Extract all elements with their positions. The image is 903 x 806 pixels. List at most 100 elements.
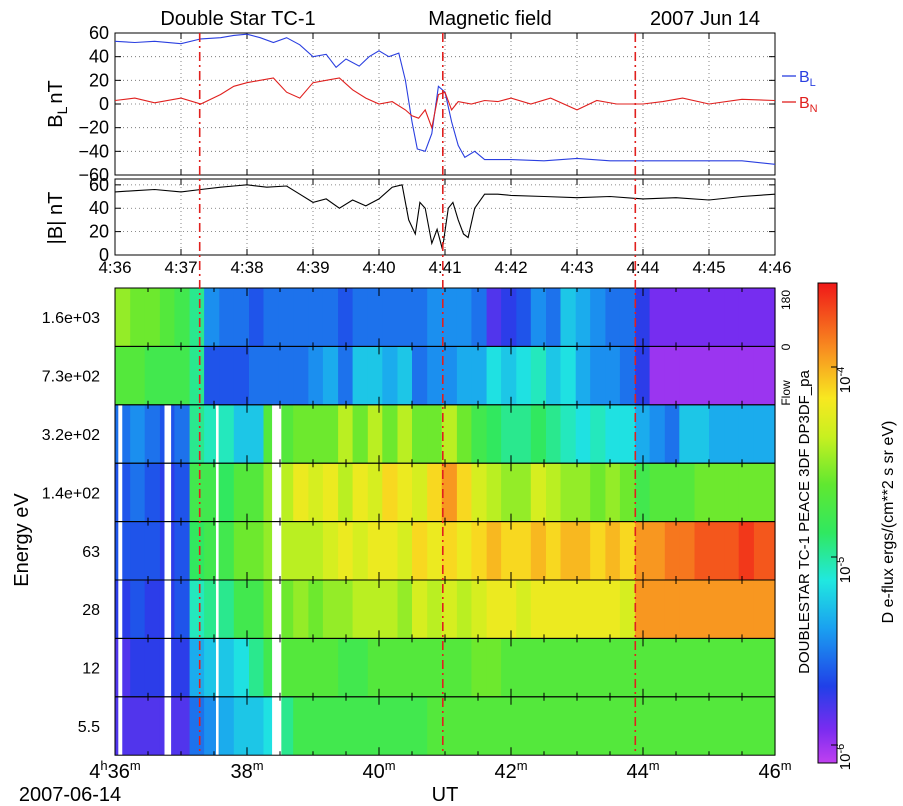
spectrogram-cell [427,288,443,347]
spectrogram-cell [249,580,265,639]
spectrogram-cell [233,404,250,464]
spectrogram-cell [560,288,577,347]
spectrogram-cell [635,463,651,522]
spectrogram-xtick-label: 38m [230,758,263,783]
spectrogram-cell [709,463,725,522]
spectrogram-cell [115,346,131,405]
spectrogram-cell [546,288,562,347]
spectrogram-cell [605,696,621,756]
spectrogram-cell [560,463,577,522]
spectrogram-cell [278,346,294,405]
spectrogram-cell [619,638,636,697]
spectrogram-cell [664,696,680,756]
panel-bl-ylabel: BLnT [45,80,70,127]
spectrogram-cell [530,521,547,580]
spectrogram-cell [338,288,354,347]
spectrogram-cell [219,404,235,464]
spectrogram-cell [530,463,547,522]
spectrogram-cell [516,463,532,522]
spectrogram-cell [219,346,235,405]
spectrogram-cell [516,521,532,580]
panel-bmag-yticks: 60 40 20 0 [89,175,775,265]
spectrogram-cell [338,404,354,464]
panel-bl-ytick-label: −20 [78,118,109,138]
spectrogram-cell [649,696,666,756]
spectrogram-cell [115,288,131,347]
spectrogram-cell [338,463,354,522]
spectrogram-cell [382,404,399,464]
spectrogram-cell [204,638,220,697]
spectrogram-cell [441,696,458,756]
spectrogram-cell [308,346,324,405]
spectrogram-cell [738,638,755,697]
spectrogram-cell [322,521,339,580]
spectrogram-cell [619,696,636,756]
spectrogram-xtick-label: 40m [362,758,395,783]
spectrogram-cell [575,521,591,580]
spectrogram-cell [590,580,606,639]
spectrogram-cell [144,580,161,639]
spectrogram-cell [738,696,755,756]
spectrogram-cell [753,288,776,347]
spectrogram-cell [560,404,577,464]
spectrogram-cell [724,521,740,580]
spectrogram-channel-label: 1.4e+02 [42,485,100,502]
panel-bmag-xtick-label: 4:37 [164,258,197,277]
spectrogram-cell [144,346,161,405]
spectrogram-cell [130,346,146,405]
spectrogram-cell [174,638,191,697]
spectrogram-cell [694,346,710,405]
spectrogram-cell [352,404,369,464]
legend-bl: BL [782,69,816,89]
spectrogram-cell [694,463,710,522]
panel-bl-ytick-label: −60 [78,165,109,185]
spectrogram-cell [635,404,651,464]
spectrogram-cell [174,463,191,522]
spectrogram-cell [204,404,220,464]
spectrogram-cell [456,346,472,405]
spectrogram-channel-label: 7.3e+02 [42,369,100,386]
spectrogram-cell [516,696,532,756]
spectrogram-cell [590,521,606,580]
spectrogram-cell [456,521,472,580]
spectrogram-cell [189,404,205,464]
spectrogram-cell [635,580,651,639]
panel-bmag-xtick-label: 4:40 [362,258,395,277]
spectrogram-cell [367,696,383,756]
spectrogram-cell [546,521,562,580]
spectrogram-cell [738,288,755,347]
spectrogram-cell [679,346,696,405]
spectrogram-cell [308,288,324,347]
spectrogram-cell [144,521,161,580]
panel-bmag-ytick-label: 0 [99,245,109,265]
spectrogram-cell [174,696,191,756]
spectrogram-cell [189,463,205,522]
spectrogram-cell [204,346,220,405]
spectrogram-cell [144,638,161,697]
spectrogram-cell [679,288,696,347]
spectrogram-cell [115,521,131,580]
spectrogram-cell [501,638,517,697]
spectrogram-channel-label: 63 [82,544,100,561]
spectrogram-cell [367,521,383,580]
spectrogram-cell [724,288,740,347]
spectrogram-cell [233,580,250,639]
spectrogram-cell [501,404,517,464]
panel-bl-ytick-label: 40 [89,47,109,67]
colorbar-tick-label: 10-4 [835,367,854,393]
spectrogram-cell [130,580,146,639]
spectrogram-cell [233,521,250,580]
spectrogram-cell [709,346,725,405]
spectrogram-cell [664,521,680,580]
spectrogram-cell [560,638,577,697]
spectrogram-cell [144,288,161,347]
event-vertical-lines [198,33,637,755]
spectrogram-cell [308,696,324,756]
spectrogram-cell [679,696,696,756]
spectrogram-cell [412,696,428,756]
panel-bl-ytick-label: 20 [89,70,109,90]
spectrogram-channel-label: 5.5 [78,719,100,736]
spectrogram-xtick-label: 42m [494,758,527,783]
spectrogram-cell [278,696,294,756]
